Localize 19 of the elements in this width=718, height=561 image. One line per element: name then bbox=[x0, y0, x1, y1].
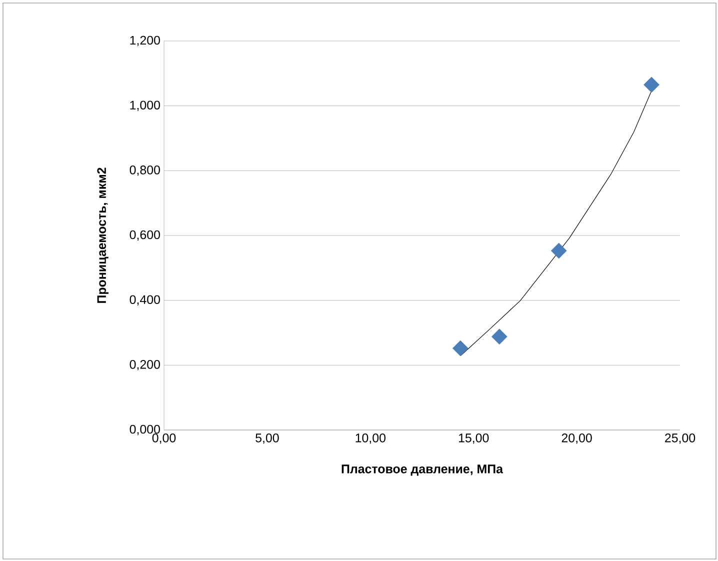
point bbox=[452, 340, 468, 356]
point bbox=[491, 328, 508, 345]
y-tick-label: 0,800 bbox=[130, 166, 160, 176]
x-tick-label: 10,00 bbox=[356, 434, 386, 444]
x-tick-label: 15,00 bbox=[458, 434, 489, 444]
x-tick-label: 0,00 bbox=[152, 434, 176, 444]
y-tick-label: 0,200 bbox=[130, 360, 160, 370]
point bbox=[644, 76, 660, 93]
y-tick-label: 1,200 bbox=[130, 36, 160, 46]
x-axis-title: Пластовое давление, МПа bbox=[342, 464, 504, 476]
y-tick-label: 0,000 bbox=[130, 424, 160, 436]
x-tick-label: 5,00 bbox=[256, 434, 279, 444]
point bbox=[550, 242, 567, 259]
y-tick-label: 0,600 bbox=[130, 230, 160, 241]
y-axis-title: Проницаемость, мкм2 bbox=[97, 168, 108, 303]
y-tick-label: 0,400 bbox=[130, 295, 160, 306]
x-tick-label: 25,00 bbox=[665, 434, 696, 444]
x-tick-label: 20,00 bbox=[562, 434, 592, 444]
y-tick-label: 1,000 bbox=[130, 100, 160, 111]
